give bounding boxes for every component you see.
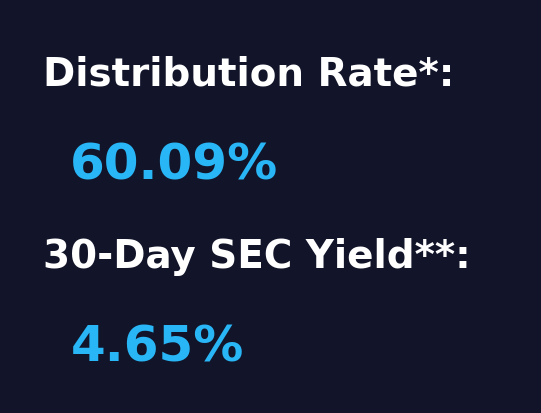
Text: 4.65%: 4.65% [70, 323, 243, 371]
Text: 30-Day SEC Yield**:: 30-Day SEC Yield**: [43, 237, 471, 275]
Text: Distribution Rate*:: Distribution Rate*: [43, 55, 454, 93]
Text: 60.09%: 60.09% [70, 141, 279, 189]
